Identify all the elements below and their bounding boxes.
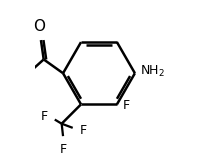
Text: F: F — [122, 99, 130, 112]
Text: F: F — [80, 124, 87, 137]
Text: F: F — [41, 110, 48, 123]
Text: O: O — [34, 19, 46, 34]
Text: F: F — [60, 143, 67, 156]
Text: NH$_2$: NH$_2$ — [140, 64, 165, 79]
